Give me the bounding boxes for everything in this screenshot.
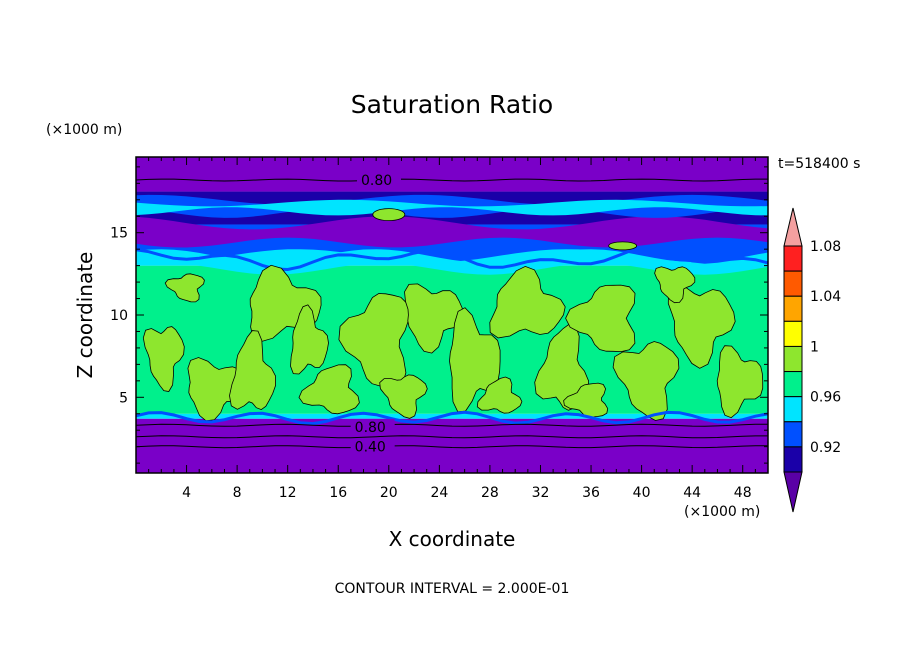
x-tick-label: 32 — [532, 485, 550, 501]
colorbar-box — [783, 270, 803, 297]
contour-interval-footer: CONTOUR INTERVAL = 2.000E-01 — [335, 581, 570, 597]
time-label: t=518400 s — [778, 156, 860, 172]
colorbar-under-triangle — [783, 471, 803, 513]
field-layer-6 — [136, 157, 768, 192]
contour-label-bg-1 — [350, 418, 395, 434]
x-tick-label: 8 — [233, 485, 242, 501]
cloud-blob-4 — [298, 364, 360, 415]
cloud-blob-1 — [187, 357, 248, 422]
y-tick-label: 10 — [110, 308, 128, 324]
contour-label-1: 0.80 — [355, 420, 386, 436]
colorbar-over-triangle — [783, 207, 803, 247]
colorbar-box — [783, 320, 803, 347]
field-layer-0 — [136, 418, 768, 473]
field-band-upper-cyan — [136, 199, 768, 216]
cloud-blob-11 — [565, 284, 636, 353]
x-axis-label: X coordinate — [389, 527, 516, 551]
colorbar-label: 1.08 — [810, 239, 841, 255]
contour-line-0.40 — [136, 445, 768, 449]
colorbar-box — [783, 396, 803, 423]
cloud-blob-18 — [164, 273, 205, 303]
x-tick-label: 48 — [734, 485, 752, 501]
cloud-blob-0 — [142, 326, 185, 392]
y-axis-ticks: 5 10 15 — [110, 166, 768, 464]
contour-label-0: 0.80 — [361, 173, 392, 189]
x-tick-label: 20 — [380, 485, 398, 501]
y-tick-label: 5 — [119, 390, 128, 406]
cloud-blob-19 — [654, 266, 696, 304]
y-unit-label: (×1000 m) — [46, 122, 122, 138]
x-tick-label: 28 — [481, 485, 499, 501]
cloud-blob-16 — [476, 376, 523, 414]
cloud-blob-17 — [563, 382, 609, 418]
x-tick-label: 12 — [279, 485, 297, 501]
cloud-blob-7 — [404, 283, 465, 354]
contour-line-0.80-upper — [136, 178, 768, 182]
x-tick-label: 40 — [633, 485, 651, 501]
contour-line-0.80-lower — [136, 423, 768, 427]
x-tick-label: 4 — [182, 485, 191, 501]
cloud-blob-8 — [449, 307, 501, 413]
colorbar: 1.08 1.04 1 0.96 0.92 — [783, 207, 841, 513]
x-tick-label: 16 — [329, 485, 347, 501]
cloud-blob-13 — [667, 285, 736, 369]
contour-label-2: 0.40 — [355, 440, 386, 456]
contour-label-bg-0 — [356, 172, 401, 188]
colorbar-box — [783, 446, 803, 473]
x-tick-label: 44 — [683, 485, 701, 501]
cloud-blob-3 — [229, 330, 277, 411]
colorbar-label: 1.04 — [810, 289, 841, 305]
cloud-blob-15 — [290, 304, 329, 375]
cloud-blob-12 — [612, 341, 680, 421]
field-plot: 0.80 0.80 0.40 — [136, 157, 768, 473]
cloud-blob-14 — [716, 345, 764, 419]
x-axis-ticks: 4 8 12 16 20 24 28 32 36 40 44 48 — [148, 157, 756, 501]
colorbar-box — [783, 345, 803, 373]
colorbar-box — [783, 295, 803, 322]
cloud-blob-9 — [489, 265, 566, 339]
y-tick-label: 15 — [110, 226, 128, 242]
upper-lens — [372, 208, 406, 222]
colorbar-box — [783, 421, 803, 448]
colorbar-box — [783, 371, 803, 398]
colorbar-label: 1 — [810, 339, 819, 355]
cloud-base-line — [136, 410, 768, 426]
x-tick-label: 36 — [582, 485, 600, 501]
field-layer-1 — [136, 413, 768, 419]
x-tick-label: 24 — [430, 485, 448, 501]
colorbar-box — [783, 245, 803, 272]
colorbar-label: 0.96 — [810, 390, 841, 406]
colorbar-label: 0.92 — [810, 440, 841, 456]
field-streak — [136, 247, 768, 272]
chart-title: Saturation Ratio — [351, 90, 553, 119]
cloud-blob-6 — [379, 374, 428, 419]
y-axis-label: Z coordinate — [73, 252, 97, 379]
upper-lens-2 — [608, 241, 638, 251]
x-unit-label: (×1000 m) — [684, 504, 760, 520]
field-band-dry — [136, 216, 768, 248]
contour-line-0.60 — [136, 435, 768, 439]
contour-label-bg-2 — [350, 438, 395, 454]
